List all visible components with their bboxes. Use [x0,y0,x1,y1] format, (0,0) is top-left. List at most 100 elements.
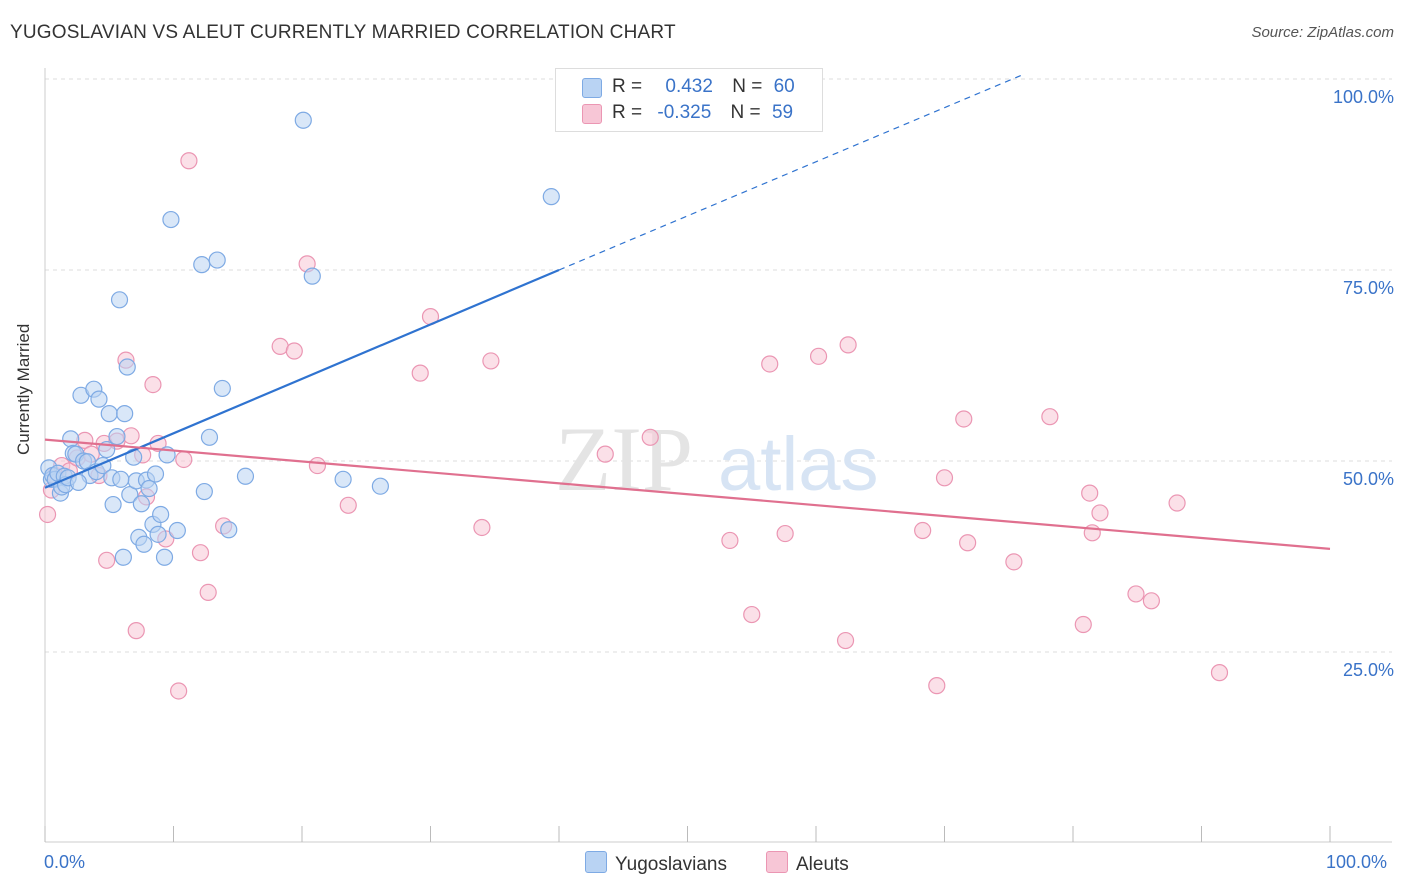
r-label: R = [612,102,643,123]
x-tick-label-min: 0.0% [44,852,86,872]
point-yugoslavian [220,521,238,539]
point-aleut [127,622,145,640]
n-value: 59 [771,102,794,123]
point-aleut [809,347,828,365]
r-value: -0.325 [657,102,712,123]
point-yugoslavian [121,486,139,504]
point-aleut [144,376,162,394]
point-aleut [1074,615,1092,634]
point-aleut [1005,553,1023,571]
point-aleut [776,524,794,543]
n-label: N = [730,102,761,123]
point-aleut [1210,664,1229,682]
point-aleut [411,364,429,382]
point-aleut [170,682,188,700]
point-yugoslavian [195,482,213,501]
series-yugoslavians-points [40,111,560,566]
y-tick-label: 100.0% [1332,87,1394,107]
legend-swatch-pink [766,851,788,873]
watermark-zip: ZIP [555,408,693,510]
point-yugoslavian [135,535,153,553]
trend-line-yugoslavians [44,268,560,489]
point-yugoslavian [62,430,80,448]
point-aleut [285,342,303,360]
point-aleut [473,518,491,537]
point-yugoslavian [110,291,129,309]
legend-swatch-blue [585,851,607,873]
point-aleut [928,677,946,695]
point-aleut [1127,585,1145,603]
point-aleut [839,336,857,354]
point-aleut [191,544,210,562]
point-yugoslavian [213,379,231,398]
point-yugoslavian [152,505,170,524]
legend-label-aleuts: Aleuts [796,854,849,875]
point-aleut [914,521,932,540]
point-yugoslavian [112,470,130,488]
trend-lines [44,74,1331,550]
point-aleut [641,428,659,446]
y-tick-label: 25.0% [1342,660,1394,680]
point-aleut [175,450,193,469]
x-tick-label-max: 100.0% [1326,852,1388,872]
legend-swatch-blue [582,78,602,98]
legend-swatch-pink [582,104,602,124]
point-aleut [596,445,614,463]
point-aleut [1091,504,1109,522]
point-yugoslavian [303,267,321,285]
y-tick-label: 50.0% [1342,469,1394,489]
point-yugoslavian [168,521,186,540]
point-aleut [1168,494,1186,512]
point-yugoslavian [236,467,255,485]
trend-line-yugoslavians-extension [558,74,1022,271]
point-yugoslavian [146,465,165,483]
r-value: 0.432 [665,76,713,97]
axes [44,68,1392,843]
legend-label-yugoslavians: Yugoslavians [615,854,727,875]
point-aleut [761,355,779,373]
point-aleut [1041,408,1059,426]
point-yugoslavian [193,256,211,274]
point-aleut [308,456,327,475]
point-aleut [339,496,357,514]
point-aleut [1142,592,1160,610]
trend-line-aleuts [44,438,1331,550]
watermark-atlas: atlas [718,422,879,507]
point-yugoslavian [100,405,118,423]
point-yugoslavian [208,251,226,269]
point-yugoslavian [542,188,560,206]
point-aleut [743,605,761,624]
r-label: R = [612,76,643,97]
n-value: 60 [773,76,795,97]
legend-item-aleuts: Aleuts [766,851,849,876]
point-yugoslavian [200,428,219,446]
point-aleut [721,531,739,550]
legend-item-yugoslavians: Yugoslavians [585,851,727,876]
source-label: Source: ZipAtlas.com [1251,24,1394,41]
point-yugoslavian [116,405,134,423]
stats-legend: R = 0.432 N = 60 R = -0.325 N = 59 [555,68,823,132]
point-yugoslavian [114,548,132,566]
chart-title: YUGOSLAVIAN VS ALEUT CURRENTLY MARRIED C… [10,22,676,43]
point-yugoslavian [334,470,352,488]
y-tick-label: 75.0% [1342,278,1394,298]
n-label: N = [732,76,763,97]
point-yugoslavian [90,390,108,408]
point-yugoslavian [140,479,158,498]
point-yugoslavian [371,477,389,495]
point-aleut [959,534,977,552]
point-yugoslavian [108,427,126,446]
point-yugoslavian [155,548,174,566]
point-aleut [1081,484,1099,502]
point-aleut [98,551,116,569]
point-aleut [482,352,500,370]
point-aleut [199,583,217,602]
point-yugoslavian [162,210,180,229]
grid-lines [45,78,1392,653]
point-aleut [955,410,973,428]
point-aleut [935,469,954,487]
point-yugoslavian [294,111,312,129]
point-aleut [180,152,198,170]
point-aleut [836,631,855,650]
